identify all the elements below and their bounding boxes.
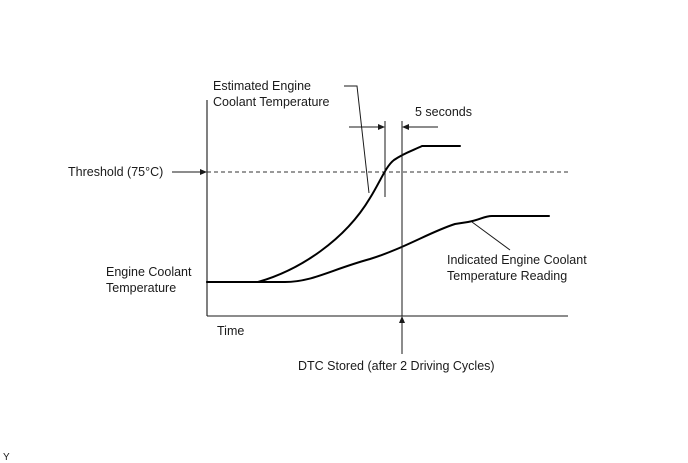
five-seconds-left-arrowhead xyxy=(378,124,385,130)
y-axis-label-line2: Temperature xyxy=(106,281,176,295)
indicated-label-line2: Temperature Reading xyxy=(447,269,567,283)
y-axis-label-line1: Engine Coolant xyxy=(106,265,192,279)
indicated-temperature-curve xyxy=(206,215,550,283)
x-axis-label: Time xyxy=(217,324,244,338)
estimated-label-line1: Estimated Engine xyxy=(213,79,311,93)
estimated-leader xyxy=(344,85,370,194)
five-seconds-right-arrowhead xyxy=(402,124,409,130)
threshold-label: Threshold (75°C) xyxy=(68,165,163,179)
estimated-label-line2: Coolant Temperature xyxy=(213,95,330,109)
indicated-leader xyxy=(471,221,511,251)
five-seconds-label: 5 seconds xyxy=(415,105,472,119)
indicated-label-line1: Indicated Engine Coolant xyxy=(447,253,587,267)
estimated-temperature-curve xyxy=(206,145,461,283)
threshold-arrowhead xyxy=(200,169,207,175)
dtc-label: DTC Stored (after 2 Driving Cycles) xyxy=(298,359,495,373)
corner-mark: Y xyxy=(3,452,10,463)
dtc-arrowhead xyxy=(399,316,405,323)
